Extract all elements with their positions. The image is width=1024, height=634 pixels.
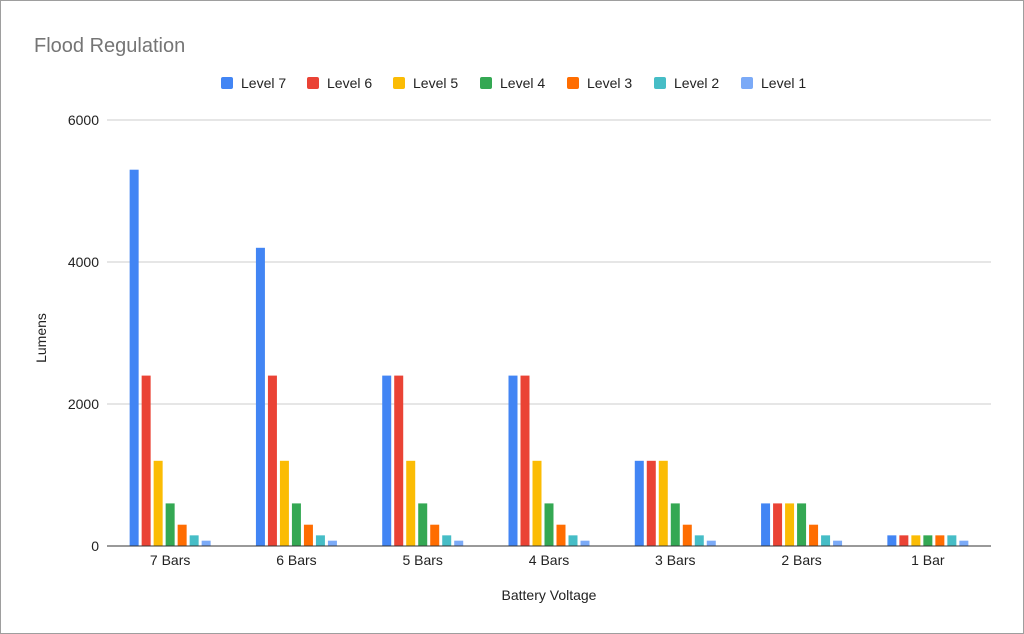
bar-level-2 xyxy=(947,535,957,546)
bar-level-5 xyxy=(911,535,921,546)
legend-swatch xyxy=(741,77,753,89)
bar-level-4 xyxy=(797,503,807,546)
legend-label: Level 4 xyxy=(500,75,545,91)
bar-level-7 xyxy=(761,503,771,546)
bar-level-7 xyxy=(634,460,644,546)
bar-level-7 xyxy=(255,247,265,547)
y-tick-label: 2000 xyxy=(68,396,99,412)
bar-level-1 xyxy=(833,540,843,546)
x-axis-title: Battery Voltage xyxy=(502,587,597,603)
bar-level-6 xyxy=(646,460,656,546)
bar-level-2 xyxy=(189,535,199,546)
bar-level-4 xyxy=(291,503,301,546)
y-tick-label: 6000 xyxy=(68,112,99,128)
bar-level-4 xyxy=(670,503,680,546)
bar-level-1 xyxy=(959,540,969,546)
x-axis-ticks: 7 Bars 6 Bars 5 Bars 4 Bars 3 Bars 2 Bars 1 Ba… xyxy=(150,552,945,568)
bar-level-1 xyxy=(201,540,211,546)
y-tick-label: 4000 xyxy=(68,254,99,270)
bar-level-7 xyxy=(887,535,897,546)
legend-label: Level 6 xyxy=(327,75,372,91)
legend-item-level-5[interactable]: Level 5 xyxy=(393,75,458,91)
bar-level-3 xyxy=(809,524,819,546)
legend-swatch xyxy=(480,77,492,89)
bar-level-4 xyxy=(418,503,428,546)
x-tick-label: 2 Bars xyxy=(781,552,821,568)
legend-label: Level 2 xyxy=(674,75,719,91)
x-tick-label: 1 Bar xyxy=(911,552,945,568)
bar-level-6 xyxy=(267,375,277,546)
bar-level-3 xyxy=(177,524,187,546)
x-tick-label: 5 Bars xyxy=(402,552,442,568)
bar-level-5 xyxy=(406,460,416,546)
legend-item-level-7[interactable]: Level 7 xyxy=(221,75,286,91)
legend-item-level-2[interactable]: Level 2 xyxy=(654,75,719,91)
bar-level-3 xyxy=(935,535,945,546)
bar-level-5 xyxy=(153,460,163,546)
bar-level-4 xyxy=(165,503,175,546)
y-tick-label: 0 xyxy=(91,538,99,554)
bar-level-4 xyxy=(923,535,933,546)
bar-level-2 xyxy=(568,535,578,546)
bar-level-1 xyxy=(706,540,716,546)
x-tick-label: 7 Bars xyxy=(150,552,190,568)
bar-level-2 xyxy=(442,535,452,546)
legend-item-level-1[interactable]: Level 1 xyxy=(741,75,806,91)
legend: Level 7 Level 6 Level 5 Level 4 Level 3 Level… xyxy=(221,75,806,91)
bar-level-6 xyxy=(520,375,530,546)
bar-level-3 xyxy=(682,524,692,546)
bar-level-4 xyxy=(544,503,554,546)
bar-level-2 xyxy=(694,535,704,546)
legend-item-level-4[interactable]: Level 4 xyxy=(480,75,545,91)
legend-swatch xyxy=(654,77,666,89)
legend-label: Level 1 xyxy=(761,75,806,91)
bar-level-5 xyxy=(279,460,289,546)
x-tick-label: 6 Bars xyxy=(276,552,316,568)
bar-level-6 xyxy=(773,503,783,546)
bar-level-6 xyxy=(899,535,909,546)
y-axis-ticks: 0 2000 4000 6000 xyxy=(68,112,99,554)
grid xyxy=(107,119,991,405)
legend-label: Level 7 xyxy=(241,75,286,91)
bar-level-2 xyxy=(315,535,325,546)
legend-swatch xyxy=(393,77,405,89)
legend-item-level-6[interactable]: Level 6 xyxy=(307,75,372,91)
bar-level-7 xyxy=(508,375,518,546)
bar-level-2 xyxy=(821,535,831,546)
bar-level-3 xyxy=(556,524,566,546)
x-tick-label: 4 Bars xyxy=(529,552,569,568)
bar-level-6 xyxy=(394,375,404,546)
legend-swatch xyxy=(567,77,579,89)
bar-level-3 xyxy=(430,524,440,546)
bar-level-6 xyxy=(141,375,151,546)
legend-label: Level 5 xyxy=(413,75,458,91)
chart-title: Flood Regulation xyxy=(34,35,185,57)
legend-swatch xyxy=(307,77,319,89)
bar-level-1 xyxy=(327,540,337,546)
legend-label: Level 3 xyxy=(587,75,632,91)
bar-level-7 xyxy=(129,169,139,546)
bar-level-1 xyxy=(580,540,590,546)
legend-swatch xyxy=(221,77,233,89)
bar-level-3 xyxy=(303,524,313,546)
bar-level-5 xyxy=(658,460,668,546)
x-tick-label: 3 Bars xyxy=(655,552,695,568)
legend-item-level-3[interactable]: Level 3 xyxy=(567,75,632,91)
bar-level-5 xyxy=(785,503,795,546)
bar-level-7 xyxy=(382,375,392,546)
y-axis-title: Lumens xyxy=(33,313,49,363)
bar-level-1 xyxy=(454,540,464,546)
bars xyxy=(107,169,991,547)
bar-level-5 xyxy=(532,460,542,546)
